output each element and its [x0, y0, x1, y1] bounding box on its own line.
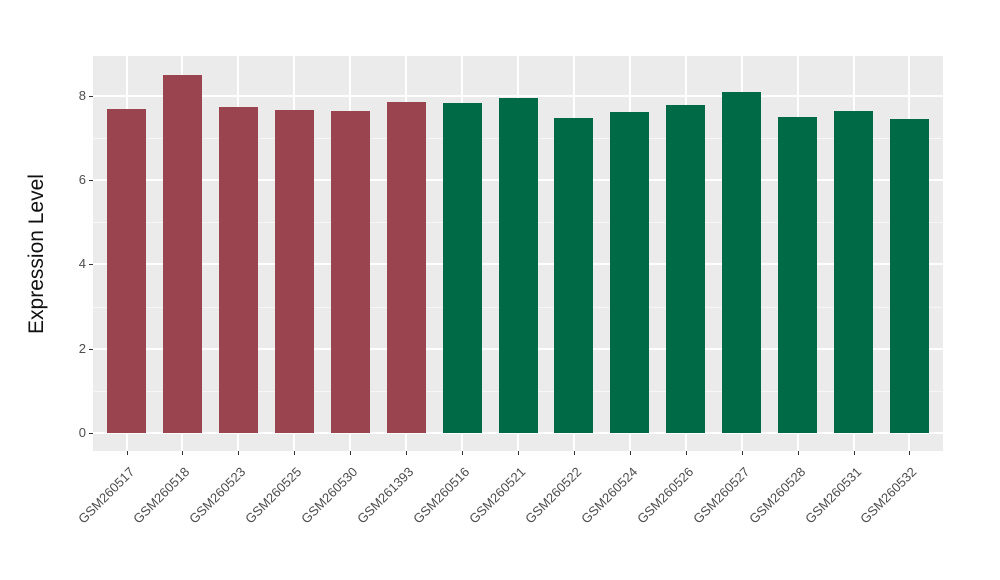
x-tick-label: GSM260522: [521, 464, 585, 527]
x-tick-label: GSM260532: [857, 464, 920, 527]
x-tick-mark: [797, 451, 799, 455]
bar-GSM260530: [330, 111, 370, 433]
x-tick-label: GSM260517: [74, 464, 137, 527]
bar-GSM260531: [834, 111, 874, 433]
bar-GSM260525: [274, 109, 314, 433]
bar-GSM260516: [442, 102, 482, 433]
x-tick-label: GSM260521: [466, 464, 529, 527]
bar-GSM260524: [610, 111, 650, 433]
y-tick-label: 0: [78, 425, 86, 440]
y-tick-label: 4: [78, 256, 86, 272]
x-tick-mark: [853, 451, 855, 455]
bar-GSM260517: [107, 108, 147, 433]
x-tick-mark: [629, 451, 631, 455]
x-tick-label: GSM260526: [633, 464, 697, 527]
y-tick-mark: [89, 264, 93, 266]
y-tick-mark: [89, 95, 93, 97]
x-tick-label: GSM260528: [745, 464, 808, 527]
y-axis-title: Expression Level: [25, 173, 48, 334]
bar-GSM261393: [386, 102, 426, 433]
x-tick-label: GSM261393: [354, 464, 417, 527]
x-tick-mark: [182, 451, 184, 455]
plot-panel: [93, 56, 943, 451]
x-tick-mark: [294, 451, 296, 455]
x-tick-mark: [126, 451, 128, 455]
x-tick-label: GSM260518: [130, 464, 193, 527]
x-tick-mark: [350, 451, 352, 455]
x-tick-label: GSM260525: [242, 464, 305, 527]
y-tick-label: 2: [78, 340, 86, 356]
x-tick-label: GSM260527: [689, 464, 752, 527]
bar-GSM260527: [722, 92, 762, 433]
x-tick-mark: [462, 451, 464, 455]
x-tick-mark: [406, 451, 408, 455]
x-tick-mark: [909, 451, 911, 455]
x-tick-mark: [685, 451, 687, 455]
bar-GSM260532: [889, 119, 929, 433]
y-tick-mark: [89, 433, 93, 434]
x-tick-label: GSM260523: [186, 464, 249, 527]
x-tick-mark: [573, 451, 575, 455]
bar-GSM260521: [498, 98, 538, 433]
bar-GSM260528: [778, 116, 818, 433]
bar-GSM260523: [218, 107, 258, 433]
x-tick-label: GSM260530: [298, 464, 361, 527]
bar-GSM260526: [666, 104, 706, 433]
bar-GSM260518: [162, 75, 202, 433]
y-tick-mark: [89, 180, 93, 182]
x-tick-label: GSM260531: [801, 464, 864, 527]
bar-GSM260522: [554, 118, 594, 433]
y-tick-label: 8: [78, 87, 86, 103]
x-tick-label: GSM260524: [577, 464, 641, 527]
y-tick-label: 6: [78, 172, 86, 188]
x-tick-label: GSM260516: [410, 464, 473, 527]
x-tick-mark: [518, 451, 519, 455]
y-tick-mark: [89, 348, 93, 350]
x-tick-mark: [238, 451, 240, 455]
x-tick-mark: [741, 451, 743, 455]
